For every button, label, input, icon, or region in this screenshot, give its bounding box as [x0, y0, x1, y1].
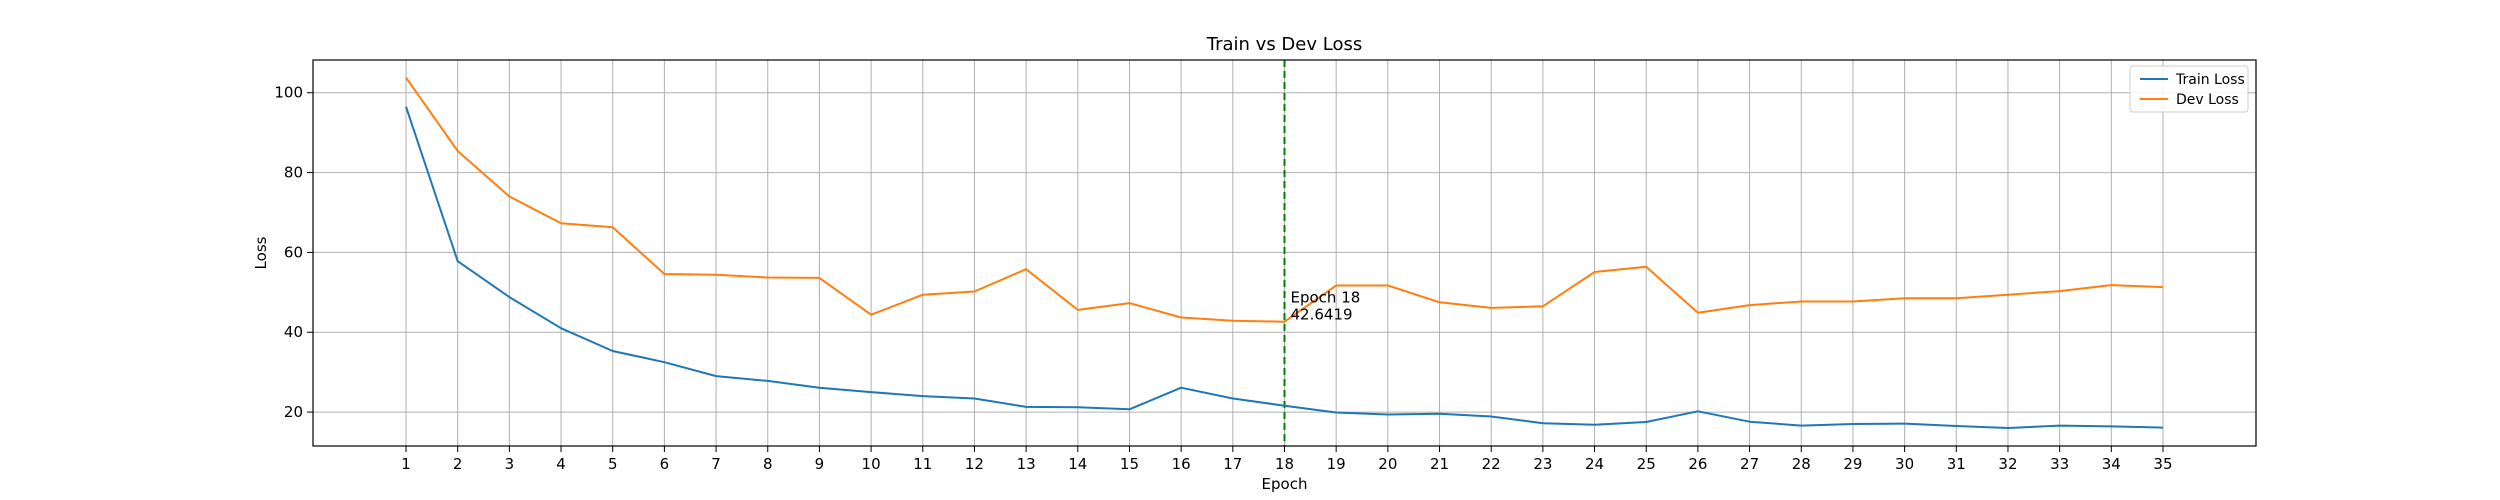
- x-tick-label: 27: [1740, 455, 1759, 473]
- x-axis-label: Epoch: [1262, 475, 1308, 493]
- x-tick-label: 16: [1172, 455, 1191, 473]
- x-tick-label: 24: [1585, 455, 1604, 473]
- x-tick-label: 30: [1895, 455, 1914, 473]
- legend: Train Loss Dev Loss: [2129, 65, 2249, 113]
- x-tick-label: 28: [1792, 455, 1811, 473]
- y-tick-label: 60: [284, 243, 303, 261]
- x-tick-label: 5: [608, 455, 618, 473]
- x-tick-label: 20: [1378, 455, 1397, 473]
- y-tick-label: 80: [284, 164, 303, 182]
- annotation-value: 42.6419: [1291, 306, 1353, 324]
- x-tick-label: 8: [763, 455, 773, 473]
- x-tick-label: 21: [1430, 455, 1449, 473]
- x-tick-label: 10: [862, 455, 881, 473]
- x-tick-label: 14: [1068, 455, 1087, 473]
- x-tick-label: 6: [660, 455, 670, 473]
- tick-layer: 1 2 3 4 5 6 7 8 9 10 11 12 13 14 15 16 17 18 19 20 21 22 23 24 2…: [274, 84, 2172, 473]
- x-tick-label: 11: [913, 455, 932, 473]
- x-tick-label: 12: [965, 455, 984, 473]
- chart-title: Train vs Dev Loss: [1206, 34, 1362, 55]
- legend-label-dev-loss: Dev Loss: [2176, 92, 2239, 108]
- x-tick-label: 33: [2050, 455, 2069, 473]
- grid-lines: [313, 60, 2256, 446]
- x-tick-label: 1: [401, 455, 411, 473]
- x-tick-label: 7: [711, 455, 721, 473]
- y-tick-label: 40: [284, 323, 303, 341]
- x-tick-label: 19: [1327, 455, 1346, 473]
- train-loss-line: [405, 106, 2164, 429]
- legend-box: [2129, 65, 2249, 113]
- x-tick-label: 32: [1998, 455, 2017, 473]
- annotation-epoch: Epoch 18: [1291, 289, 1361, 307]
- annotation: Epoch 18 42.6419: [1291, 289, 1361, 324]
- dev-loss-line: [405, 77, 2164, 323]
- y-tick-label: 20: [284, 403, 303, 421]
- x-tick-label: 35: [2153, 455, 2172, 473]
- x-tick-label: 31: [1947, 455, 1966, 473]
- x-tick-label: 34: [2102, 455, 2121, 473]
- x-tick-label: 26: [1688, 455, 1707, 473]
- series-layer: [405, 77, 2164, 429]
- y-tick-label: 100: [274, 84, 303, 102]
- x-tick-label: 2: [453, 455, 463, 473]
- x-tick-label: 3: [505, 455, 515, 473]
- x-tick-label: 18: [1275, 455, 1294, 473]
- x-tick-label: 25: [1637, 455, 1656, 473]
- x-tick-label: 23: [1533, 455, 1552, 473]
- x-tick-label: 15: [1120, 455, 1139, 473]
- x-tick-label: 4: [556, 455, 566, 473]
- x-tick-label: 29: [1843, 455, 1862, 473]
- y-axis-label: Loss: [252, 236, 270, 269]
- legend-label-train-loss: Train Loss: [2175, 72, 2245, 88]
- x-tick-label: 22: [1482, 455, 1501, 473]
- x-tick-label: 13: [1017, 455, 1036, 473]
- x-tick-label: 9: [815, 455, 825, 473]
- x-tick-label: 17: [1223, 455, 1242, 473]
